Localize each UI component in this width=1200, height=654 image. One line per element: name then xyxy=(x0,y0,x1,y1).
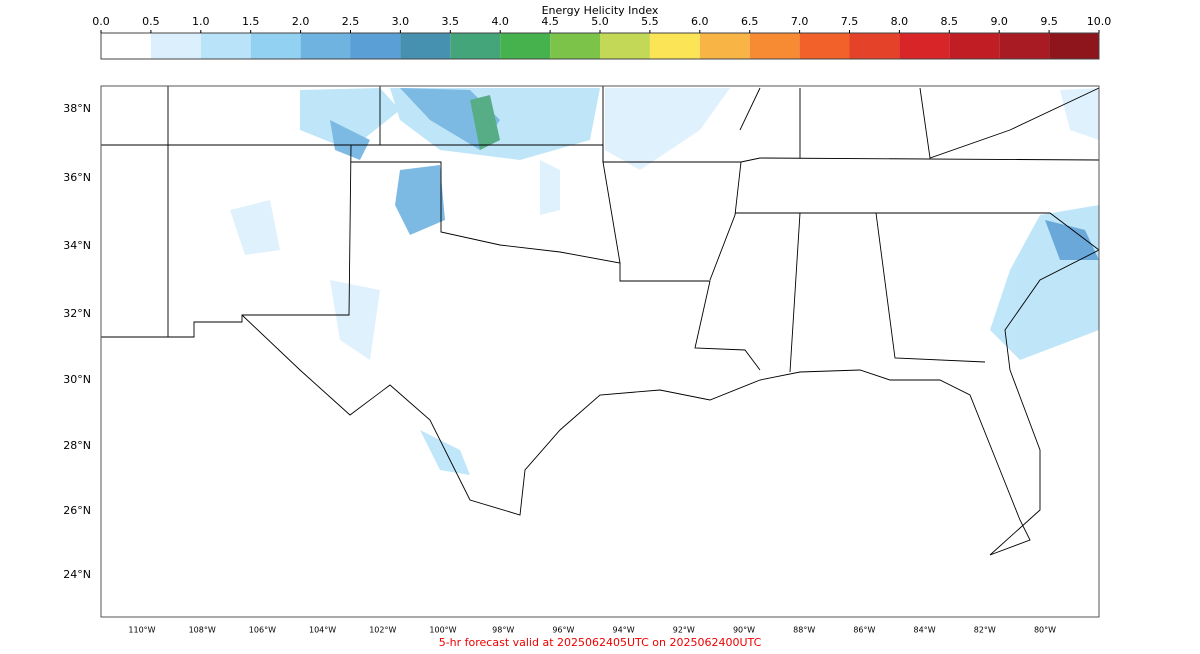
colorbar-cell xyxy=(250,33,301,59)
colorbar-tick-label: 4.5 xyxy=(541,15,559,28)
colorbar-tick-label: 4.0 xyxy=(491,15,509,28)
lon-label: 96°W xyxy=(552,626,574,635)
colorbar-cell xyxy=(799,33,850,59)
colorbar-tick-label: 3.5 xyxy=(442,15,460,28)
colorbar-tick-label: 5.0 xyxy=(591,15,609,28)
lon-label: 80°W xyxy=(1034,626,1056,635)
lon-label: 102°W xyxy=(369,626,396,635)
colorbar-tick-label: 0.5 xyxy=(142,15,160,28)
colorbar-cell xyxy=(699,33,750,59)
colorbar-cell xyxy=(649,33,700,59)
colorbar-tick-label: 6.5 xyxy=(741,15,759,28)
colorbar-tick-label: 9.0 xyxy=(990,15,1008,28)
colorbar-tick-label: 10.0 xyxy=(1087,15,1112,28)
lon-label: 92°W xyxy=(673,626,695,635)
colorbar-cell xyxy=(949,33,1000,59)
colorbar-cell xyxy=(849,33,900,59)
colorbar-tick-label: 6.0 xyxy=(691,15,709,28)
colorbar-cell xyxy=(999,33,1050,59)
colorbar-cell xyxy=(600,33,650,59)
state-borders xyxy=(101,86,1100,556)
colorbar-tick-label: 7.5 xyxy=(841,15,859,28)
lat-label: 32°N xyxy=(63,307,91,320)
colorbar-tick-label: 8.5 xyxy=(941,15,959,28)
map-frame xyxy=(100,85,1100,618)
colorbar-cell xyxy=(899,33,950,59)
forecast-caption: 5-hr forecast valid at 2025062405UTC on … xyxy=(439,636,762,649)
lon-label: 100°W xyxy=(429,626,456,635)
colorbar-cell xyxy=(1049,33,1099,59)
colorbar-cell xyxy=(101,33,151,59)
colorbar-tick-label: 9.5 xyxy=(1040,15,1058,28)
lat-label: 28°N xyxy=(63,439,91,452)
lat-label: 24°N xyxy=(63,568,91,581)
colorbar-cell xyxy=(450,33,501,59)
lat-label: 34°N xyxy=(63,239,91,252)
colorbar-tick-label: 3.0 xyxy=(392,15,410,28)
lon-label: 104°W xyxy=(309,626,336,635)
lon-label: 108°W xyxy=(189,626,216,635)
lat-label: 26°N xyxy=(63,504,91,517)
lon-label: 88°W xyxy=(793,626,815,635)
lat-label: 36°N xyxy=(63,171,91,184)
colorbar-cell xyxy=(200,33,251,59)
colorbar-tick-label: 5.5 xyxy=(641,15,659,28)
lon-label: 98°W xyxy=(492,626,514,635)
colorbar-cell xyxy=(500,33,551,59)
lat-label: 38°N xyxy=(63,102,91,115)
colorbar-tick-label: 0.0 xyxy=(92,15,110,28)
colorbar-cell xyxy=(300,33,351,59)
precip-shading xyxy=(230,88,1099,475)
lon-label: 82°W xyxy=(974,626,996,635)
colorbar-tick-label: 7.0 xyxy=(791,15,809,28)
lon-label: 106°W xyxy=(249,626,276,635)
colorbar-tick-label: 2.0 xyxy=(292,15,310,28)
lon-label: 94°W xyxy=(613,626,635,635)
lon-label: 84°W xyxy=(914,626,936,635)
colorbar-title: Energy Helicity Index xyxy=(542,4,659,17)
colorbar-tick-label: 2.5 xyxy=(342,15,360,28)
lat-label: 30°N xyxy=(63,373,91,386)
colorbar-cell xyxy=(550,33,600,59)
colorbar-cell xyxy=(400,33,451,59)
colorbar-tick-label: 8.0 xyxy=(891,15,909,28)
lon-label: 86°W xyxy=(853,626,875,635)
lon-label: 90°W xyxy=(733,626,755,635)
colorbar-cell xyxy=(749,33,800,59)
colorbar-cell xyxy=(150,33,201,59)
lon-label: 110°W xyxy=(128,626,155,635)
colorbar-cell xyxy=(350,33,401,59)
colorbar-tick-label: 1.5 xyxy=(242,15,260,28)
colorbar-tick-label: 1.0 xyxy=(192,15,210,28)
